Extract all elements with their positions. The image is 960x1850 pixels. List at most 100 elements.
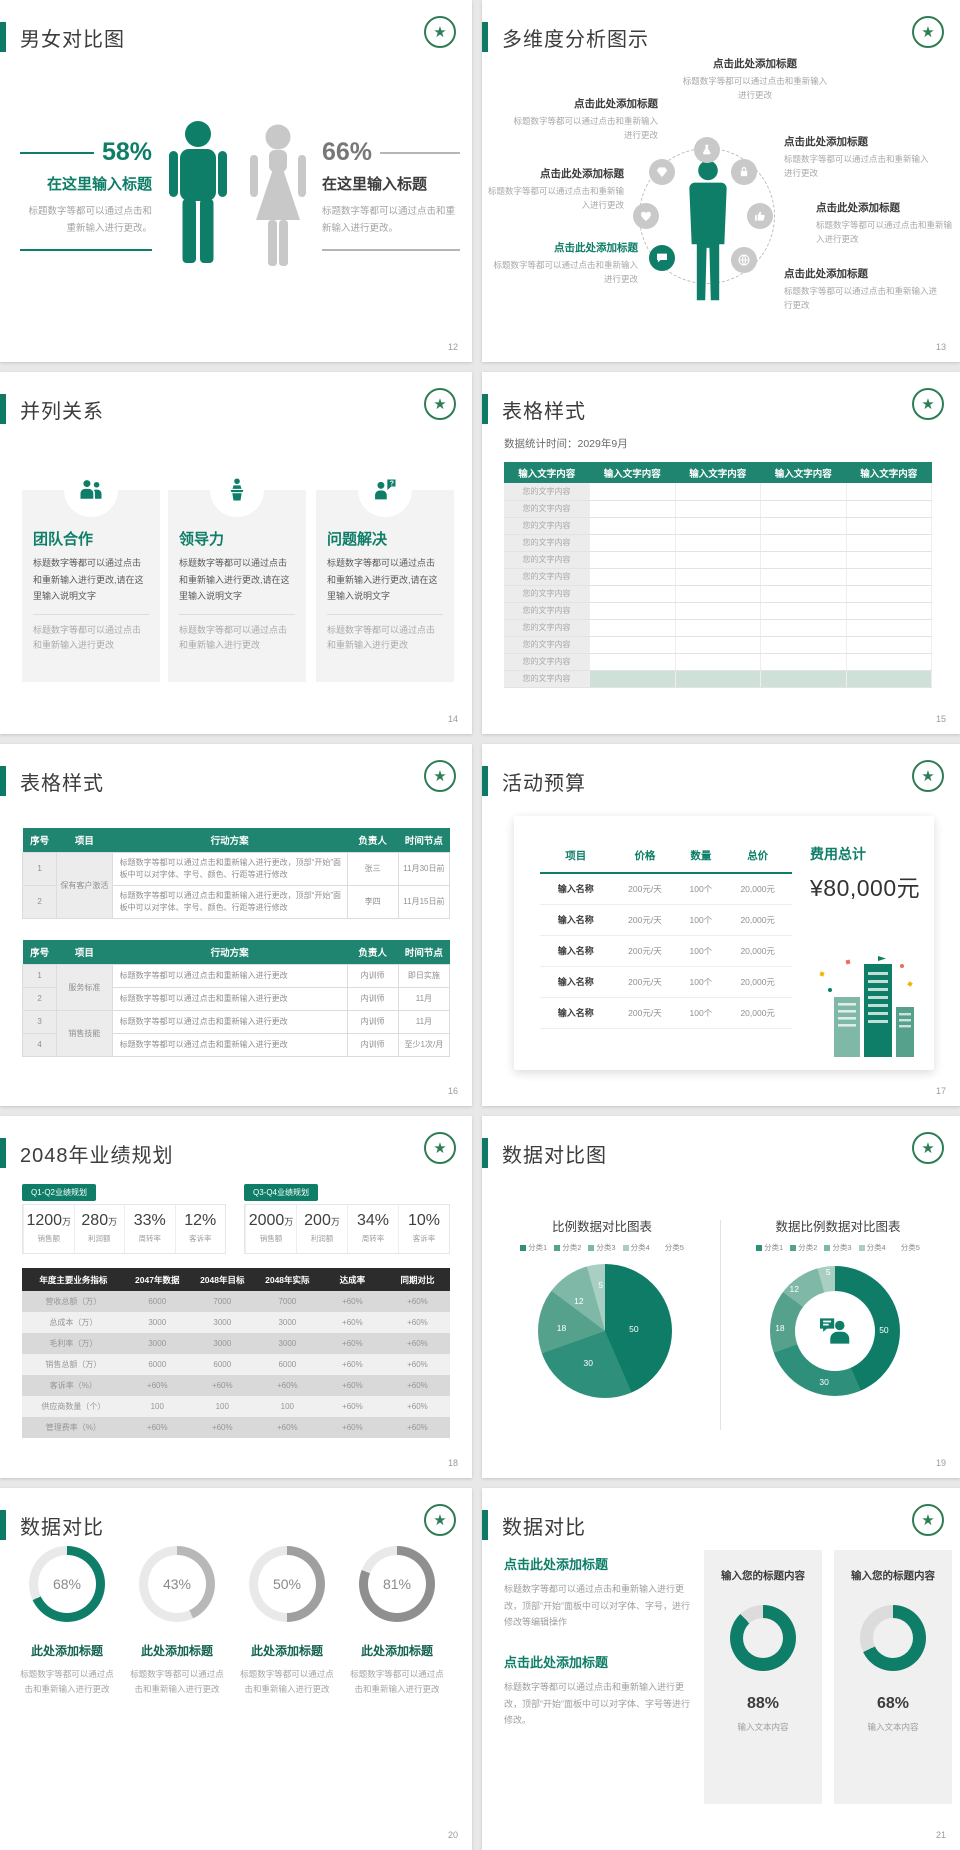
legend-swatch — [622, 1244, 629, 1251]
item-name: 输入名称 — [540, 997, 612, 1029]
gauge-percentage: 43% — [162, 1576, 192, 1592]
budget-row: 输入名称 200元/天 100个 20,000元 — [540, 904, 792, 936]
gauge-title: 此处添加标题 — [250, 1644, 323, 1658]
male-percentage: 58% — [101, 138, 152, 166]
page-number: 12 — [447, 342, 458, 352]
panel-donut-gauge — [860, 1605, 926, 1671]
kpi-achievement: +60% — [319, 1375, 385, 1396]
slide-15-table-style[interactable]: 表格样式 ★ 数据统计时间：2029年9月 输入文字内容 输入文字内容 输入文字内容… — [482, 372, 960, 734]
slide-18-performance-plan[interactable]: 2048年业绩规划 ★ Q1-Q2业绩规划 Q3-Q4业绩规划 1200万 销售… — [0, 1116, 472, 1478]
kpi-achievement: +60% — [319, 1417, 385, 1438]
pie-chart: 50 30 18 12 5 — [538, 1264, 672, 1398]
page-number: 15 — [935, 714, 946, 724]
panel-title: 输入您的标题内容 — [721, 1570, 805, 1582]
panel-caption: 输入文本内容 — [867, 1722, 919, 1732]
slide-21-data-comparison-panels[interactable]: 数据对比 ★ 点击此处添加标题 标题数字等都可以通过点击和重新输入进行更改，顶部… — [482, 1488, 960, 1850]
gauge-description: 标题数字等都可以通过点击和重新输入进行更改 — [350, 1669, 444, 1694]
kpi-yoy: +60% — [384, 1354, 450, 1375]
kpi-header-cell: 同期对比 — [384, 1268, 450, 1291]
total-amount: ¥80,000元 — [810, 875, 921, 901]
legend-label: 分类4 — [866, 1243, 886, 1252]
slide-12-gender-comparison[interactable]: 男女对比图 ★ 58% 在这里输入标题 标题数字等都可以通过点击和重新输入进行更… — [0, 0, 472, 362]
slide-17-activity-budget[interactable]: 活动预算 ★ 项目 价格 数量 总价 输入名称 200元/天 100个 20,000元 — [482, 744, 960, 1106]
gauge-title: 此处添加标题 — [140, 1644, 213, 1658]
kpi-metric: 客诉率（%） — [22, 1375, 125, 1396]
row-label-cell: 您的文字内容 — [504, 619, 590, 637]
legend-label: 分类2 — [798, 1243, 818, 1252]
kpi-body: 营收总额（万） 6000 7000 7000 +60% +60% 总成本（万） … — [22, 1291, 450, 1438]
gauge-block: 43% 此处添加标题 标题数字等都可以通过点击和重新输入进行更改 — [128, 1546, 226, 1697]
bottom-line — [20, 249, 152, 252]
diagram-label-description: 标题数字等都可以通过点击和重新输入进行更改 — [513, 116, 658, 141]
emblem-star-icon: ★ — [921, 768, 935, 785]
row-label-cell: 您的文字内容 — [504, 517, 590, 535]
kpi-achievement: +60% — [319, 1312, 385, 1333]
data-table: 输入文字内容 输入文字内容 输入文字内容 输入文字内容 输入文字内容 您的文字内容 您的… — [504, 462, 932, 688]
stat-label: 周转率 — [361, 1234, 385, 1243]
legend-swatch — [554, 1244, 561, 1251]
school-emblem-logo: ★ — [912, 388, 944, 420]
table-row: 2 标题数字等都可以通过点击和重新输入进行更改，顶部“开始”面板中可以对字体、字… — [21, 884, 451, 919]
svg-text:?: ? — [390, 480, 394, 487]
heart-icon — [633, 203, 659, 229]
pie-value-label: 18 — [556, 1322, 567, 1333]
diagram-label-title: 点击此处添加标题 — [816, 202, 900, 214]
legend-label: 分类3 — [596, 1243, 616, 1252]
slide-header: 活动预算 — [482, 766, 586, 796]
row-label-cell: 您的文字内容 — [504, 534, 590, 552]
gauge-description: 标题数字等都可以通过点击和重新输入进行更改 — [130, 1669, 224, 1694]
header-cell: 负责人 — [347, 828, 399, 852]
stat-item: 10% 客诉率 — [398, 1205, 449, 1253]
feature-description: 标题数字等都可以通过点击和重新输入进行更改,请在这里输入说明文字 — [33, 558, 144, 602]
table-header-cell: 输入文字内容 — [846, 462, 932, 483]
row-label-cell: 您的文字内容 — [504, 636, 590, 654]
legend-swatch — [756, 1244, 763, 1251]
feature-description: 标题数字等都可以通过点击和重新输入进行更改,请在这里输入说明文字 — [179, 558, 290, 602]
kpi-2048-actual: 3000 — [254, 1312, 320, 1333]
slide-title: 2048年业绩规划 — [20, 1144, 174, 1167]
slide-header: 2048年业绩规划 — [0, 1138, 174, 1168]
budget-table: 项目 价格 数量 总价 输入名称 200元/天 100个 20,000元 输入名称 — [540, 848, 792, 1029]
slide-title: 男女对比图 — [20, 28, 125, 51]
legend-item: 分类1 — [756, 1242, 783, 1253]
slide-13-multidimension-diagram[interactable]: 多维度分析图示 ★ 点击此处添加标题 标题数字等都可以通过点击和重新输入进行更改… — [482, 0, 960, 362]
legend-item: 分类2 — [790, 1242, 817, 1253]
female-subtitle: 在这里输入标题 — [322, 176, 428, 193]
item-total: 20,000元 — [723, 873, 792, 905]
item-total: 20,000元 — [723, 966, 792, 998]
legend-swatch — [790, 1244, 797, 1251]
slide-title: 数据对比 — [20, 1516, 104, 1539]
table-caption: 数据统计时间：2029年9月 — [504, 438, 628, 450]
school-emblem-logo: ★ — [912, 760, 944, 792]
slide-19-data-comparison-charts[interactable]: 数据对比图 ★ 比例数据对比图表 数据比例数据对比图表 分类1 分类2 分类3 分类4… — [482, 1116, 960, 1478]
table-row: 您的文字内容 — [504, 500, 932, 518]
legend-swatch — [824, 1244, 831, 1251]
table-body: 您的文字内容 您的文字内容 您的文字内容 — [504, 483, 932, 688]
row-label-cell: 您的文字内容 — [504, 602, 590, 620]
kpi-header-cell: 2047年数据 — [124, 1268, 190, 1291]
stat-value: 280 — [81, 1212, 109, 1229]
kpi-metric: 毛利率（万） — [22, 1333, 125, 1354]
item-qty: 100个 — [678, 873, 724, 905]
slide-header: 多维度分析图示 — [482, 22, 649, 52]
feature-footer-text: 标题数字等都可以通过点击和重新输入进行更改 — [33, 613, 149, 654]
page-number: 21 — [935, 1830, 946, 1840]
kpi-yoy: +60% — [384, 1312, 450, 1333]
slide-16-action-plan-tables[interactable]: 表格样式 ★ 序号 项目 行动方案 负责人 时间节点 1 保有客户激活 标题数字… — [0, 744, 472, 1106]
slide-20-gauge-comparison[interactable]: 数据对比 ★ 68% 此处添加标题 标题数字等都可以通过点击和重新输入进行更改 … — [0, 1488, 472, 1850]
slide-14-parallel-relationship[interactable]: 并列关系 ★ 团队合作 标题数字等都可以通过点击和重新输入进行更改,请在这里输入… — [0, 372, 472, 734]
item-total: 20,000元 — [723, 935, 792, 967]
kpi-2048-actual: 6000 — [254, 1354, 320, 1375]
slide-header: 并列关系 — [0, 394, 104, 424]
action-plan-table-2: 序号 项目 行动方案 负责人 时间节点 1 服务标准 标题数字等都可以通过点击和… — [21, 940, 451, 1057]
table-row: 3 销售技能 标题数字等都可以通过点击和重新输入进行更改 内训师 11月 — [21, 1009, 451, 1057]
table-row: 您的文字内容 — [504, 517, 932, 535]
school-emblem-logo: ★ — [912, 16, 944, 48]
title-accent-bar — [0, 766, 6, 796]
header-cell: 序号 — [22, 828, 57, 852]
table-row: 您的文字内容 — [504, 585, 932, 603]
kpi-2048-actual: 7000 — [254, 1291, 320, 1312]
thumb-icon — [747, 203, 773, 229]
feature-footer-text: 标题数字等都可以通过点击和重新输入进行更改 — [327, 613, 443, 654]
block-title: 点击此处添加标题 — [504, 1557, 609, 1572]
